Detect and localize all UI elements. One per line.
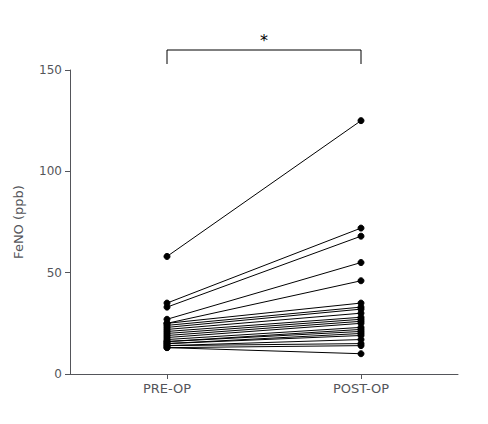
svg-text:FeNO (ppb): FeNO (ppb) [11,185,26,259]
svg-text:PRE-OP: PRE-OP [143,381,191,396]
svg-text:*: * [260,31,268,50]
svg-text:POST-OP: POST-OP [333,381,389,396]
svg-text:0: 0 [54,367,62,381]
svg-text:100: 100 [39,164,62,178]
svg-text:50: 50 [47,266,62,280]
svg-text:150: 150 [39,63,62,77]
